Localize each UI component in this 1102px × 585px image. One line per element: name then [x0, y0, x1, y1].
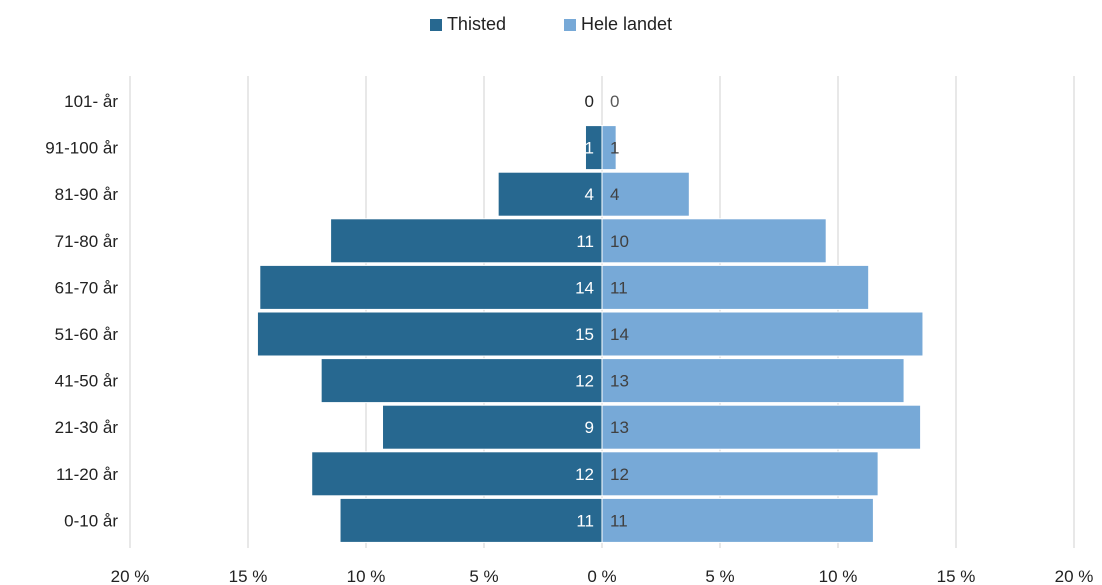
x-tick-label: 20 %: [1055, 567, 1094, 585]
legend-item-thisted: Thisted: [429, 14, 506, 35]
data-label-hele-landet: 11: [610, 278, 628, 297]
x-tick-label: 10 %: [347, 567, 386, 585]
bar-thisted: [330, 218, 603, 264]
data-label-thisted: 15: [575, 325, 594, 344]
category-label: 101- år: [64, 92, 118, 111]
category-label: 71-80 år: [55, 232, 119, 251]
x-tick-label: 20 %: [111, 567, 150, 585]
data-label-thisted: 0: [585, 92, 594, 111]
category-label: 21-30 år: [55, 418, 119, 437]
legend-swatch-hele-landet: [563, 18, 576, 31]
x-tick-label: 0 %: [587, 567, 616, 585]
data-label-hele-landet: 0: [610, 92, 619, 111]
bar-thisted: [311, 451, 603, 497]
x-tick-label: 15 %: [937, 567, 976, 585]
data-label-thisted: 12: [575, 465, 594, 484]
x-tick-label: 5 %: [469, 567, 498, 585]
legend-item-hele-landet: Hele landet: [563, 14, 673, 35]
data-label-hele-landet: 10: [610, 232, 629, 251]
data-label-thisted: 4: [585, 185, 594, 204]
data-label-thisted: 14: [575, 278, 594, 297]
legend-label-thisted: Thisted: [446, 14, 506, 34]
bar-hele-landet: [601, 358, 905, 404]
bar-thisted: [256, 311, 603, 357]
bar-hele-landet: [601, 171, 690, 217]
bar-hele-landet: [601, 451, 879, 497]
x-tick-label: 15 %: [229, 567, 268, 585]
x-tick-label: 5 %: [705, 567, 734, 585]
legend: Thisted Hele landet: [0, 14, 1102, 35]
category-label: 91-100 år: [45, 139, 118, 158]
bar-thisted: [497, 171, 603, 217]
category-label: 81-90 år: [55, 185, 119, 204]
data-label-hele-landet: 14: [610, 325, 629, 344]
data-label-thisted: 9: [585, 418, 594, 437]
legend-label-hele-landet: Hele landet: [580, 14, 673, 34]
bar-hele-landet: [601, 125, 617, 171]
bar-thisted: [320, 358, 603, 404]
data-label-hele-landet: 1: [610, 139, 619, 158]
data-label-thisted: 12: [575, 372, 594, 391]
data-label-hele-landet: 11: [610, 511, 628, 530]
bar-hele-landet: [601, 264, 870, 310]
bar-hele-landet: [601, 218, 827, 264]
data-label-hele-landet: 13: [610, 372, 629, 391]
legend-swatch-thisted: [429, 18, 442, 31]
bar-hele-landet: [601, 497, 874, 543]
bar-hele-landet: [601, 404, 922, 450]
data-label-thisted: 11: [576, 511, 594, 530]
category-label: 51-60 år: [55, 325, 119, 344]
data-label-thisted: 11: [576, 232, 594, 251]
bar-thisted: [382, 404, 603, 450]
data-label-hele-landet: 12: [610, 465, 629, 484]
category-label: 11-20 år: [56, 465, 118, 484]
x-tick-label: 10 %: [819, 567, 858, 585]
category-label: 41-50 år: [55, 372, 119, 391]
bar-thisted: [259, 264, 603, 310]
data-label-hele-landet: 4: [610, 185, 619, 204]
data-label-hele-landet: 13: [610, 418, 629, 437]
category-label: 0-10 år: [64, 511, 118, 530]
bar-hele-landet: [601, 311, 924, 357]
bar-thisted: [339, 497, 603, 543]
category-label: 61-70 år: [55, 278, 119, 297]
data-label-thisted: 1: [585, 139, 594, 158]
